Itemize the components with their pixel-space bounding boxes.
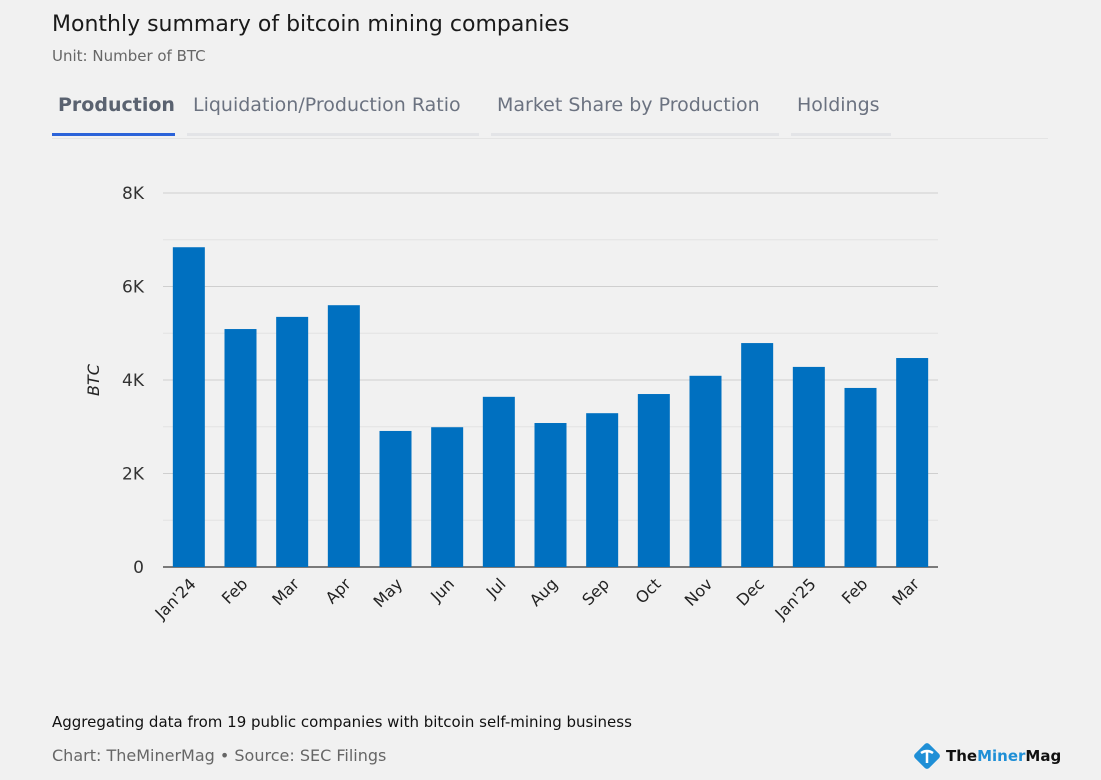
tab-production[interactable]: Production	[52, 88, 175, 136]
x-tick-label: Oct	[632, 574, 665, 607]
y-tick-label: 0	[133, 558, 144, 578]
bar	[844, 387, 877, 567]
bar	[896, 358, 929, 567]
bar	[276, 316, 309, 567]
x-tick-label: Mar	[268, 574, 303, 609]
chart-subtitle: Unit: Number of BTC	[52, 47, 206, 65]
tab-bar: Production Liquidation/Production Ratio …	[52, 88, 1048, 139]
y-axis-label: BTC	[84, 363, 103, 396]
bar	[741, 343, 774, 567]
x-tick-label: Sep	[578, 574, 613, 609]
bar	[637, 394, 670, 567]
x-tick-label: May	[370, 574, 407, 611]
x-tick-label: Jun	[426, 574, 458, 606]
bar	[327, 305, 360, 567]
bar	[431, 427, 464, 567]
x-tick-label: Dec	[733, 574, 768, 609]
bar	[586, 413, 619, 567]
y-tick-label: 4K	[122, 371, 145, 391]
bar	[792, 366, 825, 567]
bar	[689, 375, 722, 567]
tab-market-share-by-production[interactable]: Market Share by Production	[491, 88, 779, 136]
bar	[534, 423, 567, 567]
footnote: Aggregating data from 19 public companie…	[52, 713, 632, 731]
bar	[172, 247, 205, 568]
bar	[482, 396, 515, 567]
x-tick-label: Nov	[681, 574, 717, 610]
x-tick-label: Mar	[888, 574, 923, 609]
chart-title: Monthly summary of bitcoin mining compan…	[52, 12, 570, 37]
tab-holdings[interactable]: Holdings	[791, 88, 891, 136]
pickaxe-logo-icon	[914, 743, 940, 769]
x-tick-label: Aug	[526, 574, 562, 610]
theminermag-logo: TheMinerMag	[912, 741, 1061, 771]
y-tick-label: 2K	[122, 465, 145, 485]
x-tick-label: Jan'24	[151, 574, 200, 623]
source-credit: Chart: TheMinerMag • Source: SEC Filings	[52, 746, 387, 765]
x-tick-label: Feb	[838, 574, 871, 607]
x-tick-label: Apr	[322, 574, 355, 607]
bar-chart: BTC 0 2K 4K 6K 8K Jan'24 Feb Mar Apr May Jun Jul Au…	[84, 184, 938, 623]
y-tick-label: 8K	[122, 184, 145, 204]
tab-liquidation-production-ratio[interactable]: Liquidation/Production Ratio	[187, 88, 479, 136]
x-tick-label: Jan'25	[771, 574, 820, 623]
bar	[224, 329, 257, 567]
x-tick-label: Feb	[218, 574, 251, 607]
bar	[379, 430, 412, 567]
x-tick-label: Jul	[482, 574, 510, 602]
y-tick-label: 6K	[122, 278, 145, 298]
